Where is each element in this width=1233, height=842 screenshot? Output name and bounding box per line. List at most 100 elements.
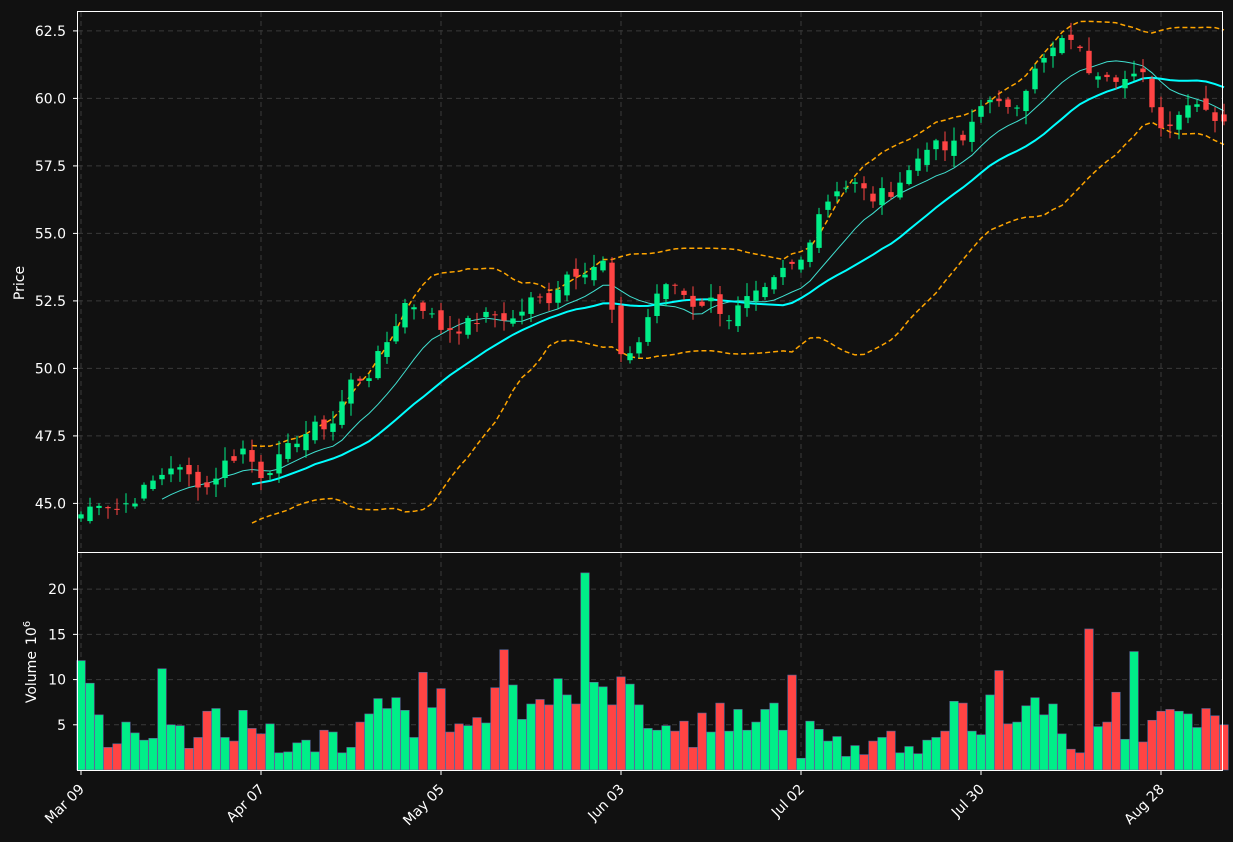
volume-bar: [607, 704, 617, 771]
candle-body: [429, 313, 435, 315]
volume-bar: [202, 710, 212, 771]
candle-body: [1203, 98, 1209, 110]
candle-body: [537, 296, 543, 298]
candle-body: [276, 454, 282, 474]
candle-body: [1014, 107, 1020, 109]
candle-body: [357, 378, 363, 381]
volume-panel-frame: [77, 552, 1223, 771]
volume-bar: [598, 686, 608, 771]
volume-bar: [562, 694, 572, 771]
candle-body: [1131, 73, 1137, 77]
price-tick-label: 55.0: [35, 226, 66, 242]
candle-body: [384, 342, 390, 357]
candle-body: [1104, 74, 1110, 78]
volume-bar: [1147, 719, 1157, 771]
volume-bar: [742, 729, 752, 771]
candle-body: [411, 307, 417, 310]
volume-tick-label: 5: [57, 718, 66, 734]
volume-bar: [328, 731, 338, 771]
volume-bar: [553, 678, 563, 771]
volume-bar: [895, 752, 905, 771]
volume-bar: [1183, 713, 1193, 771]
candle-body: [834, 191, 840, 197]
volume-tick-label: 10: [48, 673, 66, 689]
candle-body: [960, 134, 966, 141]
volume-bar: [733, 709, 743, 771]
volume-bar: [139, 739, 149, 771]
candle-body: [321, 419, 327, 430]
volume-bar: [1111, 691, 1121, 771]
candle-body: [654, 293, 660, 316]
volume-bar: [1039, 714, 1049, 771]
volume-bar: [319, 729, 329, 771]
candle-body: [708, 297, 714, 302]
candle-body: [474, 323, 480, 325]
volume-bar: [967, 730, 977, 771]
candle-body: [645, 317, 651, 342]
candle-body: [1113, 77, 1119, 82]
volume-bar: [715, 702, 725, 771]
bollinger-bands: [251, 20, 1225, 524]
candle-body: [717, 294, 723, 314]
price-grid: [78, 30, 1222, 504]
candle-body: [1221, 114, 1227, 122]
volume-bar: [166, 724, 176, 771]
volume-bar: [652, 729, 662, 771]
volume-bar: [337, 752, 347, 771]
volume-bar: [778, 729, 788, 771]
volume-bar: [949, 700, 959, 771]
volume-bar: [886, 730, 896, 771]
volume-bar: [274, 752, 284, 771]
volume-bar: [193, 737, 203, 771]
volume-bar: [1219, 724, 1229, 771]
volume-bar: [472, 717, 482, 771]
candle-body: [420, 302, 426, 311]
candle-body: [447, 328, 453, 330]
candle-body: [465, 318, 471, 335]
candle-body: [753, 290, 759, 301]
volume-bar: [931, 737, 941, 771]
candle-body: [942, 141, 948, 151]
candle-body: [573, 268, 579, 277]
candle-body: [402, 302, 408, 328]
volume-bar: [1030, 697, 1040, 771]
candle-body: [1167, 124, 1173, 127]
candle-body: [978, 106, 984, 117]
volume-bar: [1057, 733, 1067, 771]
volume-bar: [1138, 741, 1148, 771]
candle-body: [546, 293, 552, 304]
candle-body: [213, 478, 219, 485]
candle-body: [195, 471, 201, 488]
volume-bar: [985, 694, 995, 771]
volume-tick-label: 15: [48, 627, 66, 643]
volume-bar: [400, 710, 410, 771]
candle-body: [843, 187, 849, 189]
volume-bar: [661, 725, 671, 771]
candle-body: [1122, 78, 1128, 89]
volume-bar: [1066, 748, 1076, 771]
candle-body: [762, 287, 768, 298]
volume-bar: [229, 740, 239, 771]
candle-body: [285, 443, 291, 459]
candle-body: [879, 188, 885, 206]
candle-body: [807, 242, 813, 262]
volume-bar: [490, 687, 500, 771]
candle-body: [1212, 112, 1218, 121]
volume-y-ticks: 5 10 15 20: [48, 582, 78, 734]
price-axis-label: Price: [12, 266, 28, 300]
volume-bar: [1102, 721, 1112, 771]
volume-bar: [247, 728, 257, 771]
candle-body: [798, 259, 804, 270]
candle-body: [519, 311, 525, 316]
volume-bar: [508, 684, 518, 771]
volume-bar: [571, 703, 581, 771]
volume-bar: [796, 757, 806, 771]
candle-body: [303, 433, 309, 451]
candle-body: [141, 484, 147, 499]
volume-bar: [1048, 703, 1058, 771]
candle-body: [825, 201, 831, 210]
volume-bar: [688, 747, 698, 771]
candle-body: [258, 461, 264, 479]
